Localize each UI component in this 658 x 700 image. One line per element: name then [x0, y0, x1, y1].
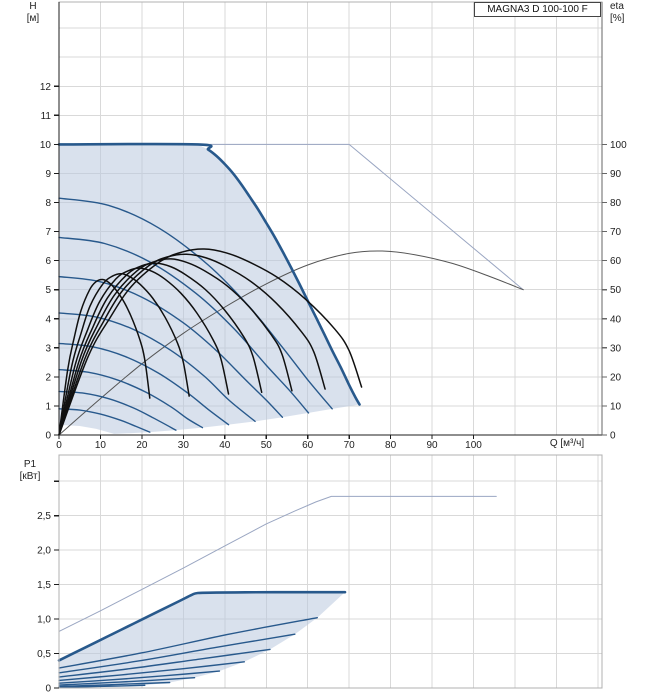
tick-label: 1,0 — [37, 615, 51, 626]
tick-label: 0,5 — [37, 649, 51, 660]
tick-label: 30 — [178, 440, 190, 451]
tick-label: 40 — [610, 314, 622, 325]
tick-label: 0 — [56, 440, 62, 451]
tick-label: 8 — [45, 198, 51, 209]
p1-limit-line — [58, 495, 497, 632]
tick-label: 70 — [610, 227, 622, 238]
tick-label: 2,0 — [37, 546, 51, 557]
p1-speed-curves — [58, 661, 245, 682]
p1-axis-unit: [кВт] — [19, 471, 41, 482]
eta-axis-title: eta — [610, 1, 624, 12]
tick-label: 90 — [610, 169, 622, 180]
max-speed-curve — [57, 142, 361, 406]
tick-label: 7 — [45, 227, 51, 238]
p1-chart: 0 0,5 1,0 1,5 2,0 2,5 — [37, 454, 603, 695]
tick-label: 90 — [426, 440, 438, 451]
p1-speed-curves — [58, 684, 146, 688]
speed-curves — [58, 312, 256, 423]
iso-efficiency-curves — [58, 278, 151, 436]
p1-speed-curves — [58, 616, 318, 669]
tick-label: 60 — [302, 440, 314, 451]
tick-label: 100 — [465, 440, 482, 451]
tick-label: 60 — [610, 256, 622, 267]
tick-label: 20 — [610, 372, 622, 383]
tick-label: 0 — [45, 684, 51, 695]
tick-label: 1 — [45, 401, 51, 412]
plot-border — [58, 454, 603, 689]
speed-curves — [58, 390, 177, 431]
h-axis-title: H — [29, 1, 37, 12]
speed-curves — [58, 197, 333, 410]
tick-label: 30 — [610, 343, 622, 354]
iso-efficiency-curves — [58, 253, 326, 436]
eta-axis-unit: [%] — [610, 13, 625, 24]
tick-label: 11 — [41, 111, 52, 122]
p1-speed-curves — [58, 648, 271, 678]
operating-area — [59, 144, 360, 434]
tick-label: 9 — [45, 169, 51, 180]
tick-label: 50 — [261, 440, 273, 451]
tick-label: 100 — [610, 140, 627, 151]
h-axis-unit: [м] — [26, 13, 40, 24]
iso-efficiency-curves — [58, 267, 230, 436]
p1-speed-curves — [58, 670, 221, 684]
tick-label: 70 — [344, 440, 356, 451]
tick-label: 0 — [610, 431, 616, 442]
tick-label: 10 — [610, 401, 622, 412]
tick-label: 1,5 — [37, 580, 51, 591]
tick-label: 4 — [45, 314, 51, 325]
tick-label: 5 — [45, 285, 51, 296]
p1-speed-curves — [58, 676, 196, 686]
tick-label: 12 — [40, 82, 52, 93]
tick-label: 6 — [45, 256, 51, 267]
tick-label: 80 — [610, 198, 622, 209]
tick-label: 20 — [136, 440, 148, 451]
tick-label: 0 — [45, 431, 51, 442]
tick-label: 80 — [385, 440, 397, 451]
p1-axis-title: P1 — [23, 459, 37, 470]
tick-label: 3 — [45, 343, 51, 354]
p1-speed-curves — [58, 681, 171, 688]
iso-efficiency-curves — [58, 258, 293, 436]
iso-efficiency-curves — [58, 262, 263, 436]
speed-curves — [58, 408, 151, 433]
p1-max-curve — [57, 590, 347, 662]
tick-label: 10 — [95, 440, 107, 451]
tick-label: 2 — [45, 372, 51, 383]
iso-efficiency-curves — [58, 248, 363, 436]
tick-label: 10 — [40, 140, 52, 151]
tick-label: 50 — [610, 285, 622, 296]
tick-label: 40 — [219, 440, 231, 451]
pump-model-label: MAGNA3 D 100-100 F — [474, 2, 601, 17]
q-axis-title: Q [м³/ч] — [549, 438, 585, 449]
speed-curves — [58, 368, 204, 429]
p1-speed-curves — [58, 633, 296, 674]
speed-curves — [58, 236, 310, 414]
tick-label: 2,5 — [37, 511, 51, 522]
iso-efficiency-curves — [58, 272, 190, 436]
